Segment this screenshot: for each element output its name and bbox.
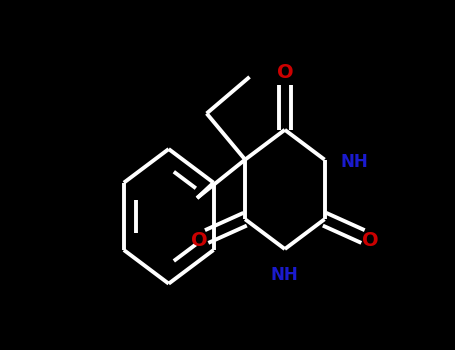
Text: O: O bbox=[362, 231, 379, 250]
Text: O: O bbox=[191, 231, 207, 250]
Text: O: O bbox=[277, 63, 293, 82]
Text: NH: NH bbox=[271, 266, 298, 284]
Text: NH: NH bbox=[341, 153, 369, 170]
